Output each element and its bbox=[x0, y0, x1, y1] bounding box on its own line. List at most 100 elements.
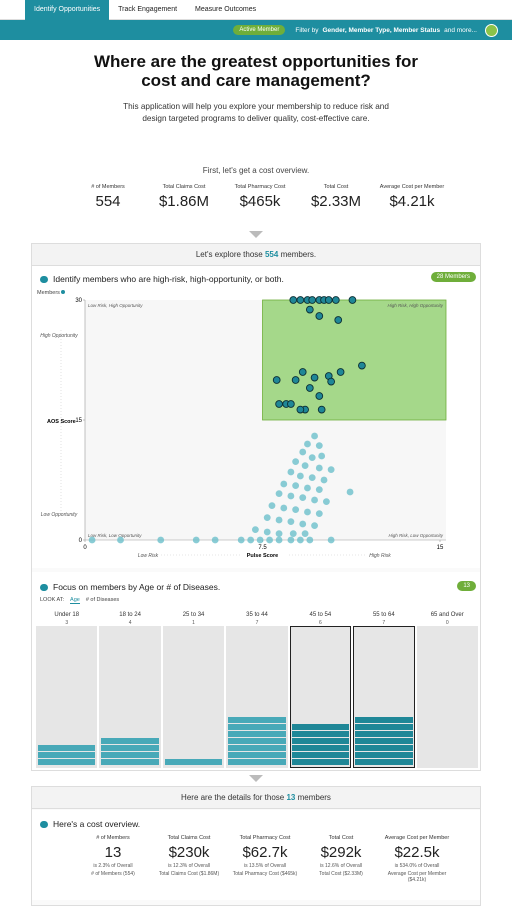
age-box[interactable] bbox=[162, 626, 225, 768]
member-row[interactable] bbox=[228, 752, 286, 758]
point[interactable] bbox=[296, 296, 305, 304]
point[interactable] bbox=[280, 480, 288, 488]
member-row[interactable] bbox=[291, 752, 350, 758]
badge[interactable]: 13 bbox=[457, 581, 476, 591]
point[interactable] bbox=[315, 464, 323, 472]
point[interactable] bbox=[275, 516, 283, 524]
badge[interactable]: 28 Members bbox=[430, 272, 476, 282]
point[interactable] bbox=[296, 472, 304, 480]
point[interactable] bbox=[287, 468, 295, 476]
point[interactable] bbox=[315, 510, 323, 517]
point[interactable] bbox=[287, 400, 295, 408]
point[interactable] bbox=[272, 376, 281, 384]
point[interactable] bbox=[358, 361, 366, 370]
point[interactable] bbox=[308, 454, 316, 461]
point[interactable] bbox=[327, 466, 335, 473]
member-row[interactable] bbox=[228, 724, 286, 730]
point[interactable] bbox=[317, 405, 326, 414]
point[interactable] bbox=[311, 496, 318, 504]
point[interactable] bbox=[157, 536, 165, 544]
point[interactable] bbox=[291, 376, 300, 384]
member-row[interactable] bbox=[355, 752, 413, 758]
point[interactable] bbox=[299, 520, 307, 528]
age-box[interactable] bbox=[416, 626, 478, 768]
point[interactable] bbox=[192, 536, 200, 544]
point[interactable] bbox=[117, 536, 124, 544]
point[interactable] bbox=[323, 498, 330, 505]
point[interactable] bbox=[311, 432, 318, 440]
member-row[interactable] bbox=[355, 717, 413, 723]
member-row[interactable] bbox=[291, 745, 350, 751]
point[interactable] bbox=[280, 504, 288, 512]
point[interactable] bbox=[292, 506, 300, 513]
point[interactable] bbox=[315, 312, 324, 320]
member-row[interactable] bbox=[164, 759, 223, 765]
point[interactable] bbox=[315, 486, 323, 493]
point[interactable] bbox=[266, 536, 273, 544]
point[interactable] bbox=[332, 296, 340, 304]
member-row[interactable] bbox=[355, 724, 413, 730]
member-row[interactable] bbox=[228, 745, 286, 751]
member-row[interactable] bbox=[101, 738, 159, 744]
point[interactable] bbox=[252, 526, 259, 533]
member-row[interactable] bbox=[101, 759, 159, 765]
member-row[interactable] bbox=[101, 752, 159, 758]
age-box[interactable] bbox=[36, 626, 98, 768]
point[interactable] bbox=[296, 536, 304, 544]
point[interactable] bbox=[308, 296, 317, 304]
age-box[interactable] bbox=[99, 626, 161, 768]
point[interactable] bbox=[301, 462, 309, 469]
age-box[interactable] bbox=[353, 626, 415, 768]
point[interactable] bbox=[292, 458, 300, 465]
member-row[interactable] bbox=[291, 724, 350, 730]
point[interactable] bbox=[311, 522, 318, 529]
point[interactable] bbox=[287, 518, 295, 525]
point[interactable] bbox=[275, 490, 283, 497]
member-row[interactable] bbox=[228, 717, 286, 723]
member-row[interactable] bbox=[291, 731, 350, 737]
point[interactable] bbox=[292, 482, 300, 489]
member-row[interactable] bbox=[38, 745, 96, 751]
member-row[interactable] bbox=[101, 745, 159, 751]
point[interactable] bbox=[318, 452, 326, 460]
age-box[interactable] bbox=[289, 626, 352, 768]
point[interactable] bbox=[304, 508, 311, 516]
member-row[interactable] bbox=[228, 738, 286, 744]
point[interactable] bbox=[327, 377, 335, 386]
point[interactable] bbox=[263, 514, 271, 521]
age-box[interactable] bbox=[226, 626, 288, 768]
point[interactable] bbox=[334, 316, 343, 324]
member-row[interactable] bbox=[228, 731, 286, 737]
point[interactable] bbox=[306, 536, 314, 544]
member-row[interactable] bbox=[355, 738, 413, 744]
point[interactable] bbox=[315, 392, 324, 400]
point[interactable] bbox=[289, 296, 298, 304]
point[interactable] bbox=[346, 488, 354, 496]
member-row[interactable] bbox=[291, 759, 350, 765]
point[interactable] bbox=[275, 400, 283, 408]
point[interactable] bbox=[305, 384, 314, 392]
point[interactable] bbox=[348, 296, 357, 304]
member-row[interactable] bbox=[38, 759, 96, 765]
point[interactable] bbox=[298, 368, 307, 376]
point[interactable] bbox=[301, 530, 309, 537]
point[interactable] bbox=[308, 474, 316, 481]
point[interactable] bbox=[304, 484, 311, 492]
point[interactable] bbox=[304, 440, 311, 448]
point[interactable] bbox=[296, 405, 305, 414]
point[interactable] bbox=[211, 536, 219, 544]
point[interactable] bbox=[237, 536, 245, 544]
point[interactable] bbox=[336, 368, 345, 376]
member-row[interactable] bbox=[355, 759, 413, 765]
point[interactable] bbox=[299, 448, 307, 456]
point[interactable] bbox=[263, 528, 271, 536]
member-row[interactable] bbox=[291, 738, 350, 744]
tab[interactable]: Track Engagement bbox=[118, 6, 178, 13]
point[interactable] bbox=[289, 530, 297, 537]
option[interactable]: # of Diseases bbox=[85, 597, 120, 603]
member-row[interactable] bbox=[38, 752, 96, 758]
filter-pill[interactable]: Active Member bbox=[233, 25, 286, 35]
point[interactable] bbox=[287, 492, 295, 500]
point[interactable] bbox=[275, 530, 283, 537]
point[interactable] bbox=[305, 305, 314, 314]
